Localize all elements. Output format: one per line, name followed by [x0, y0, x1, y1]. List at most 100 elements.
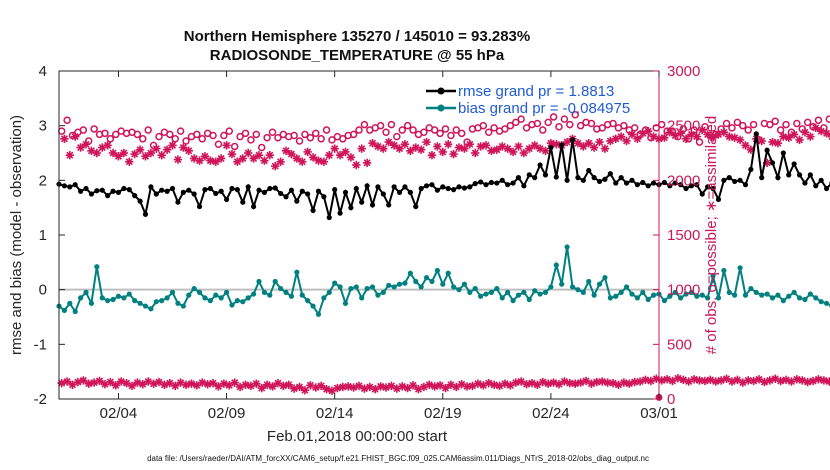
rmse-point	[807, 172, 813, 178]
bias-point	[532, 288, 538, 294]
obs-count-bottom-point	[257, 383, 266, 393]
obs-star-stroke	[228, 150, 236, 158]
bias-point	[142, 303, 149, 309]
rmse-point	[791, 161, 797, 167]
obs-possible-point	[247, 136, 255, 144]
obs-star-stroke	[585, 139, 593, 147]
bias-point	[791, 289, 797, 295]
bias-point	[753, 289, 759, 295]
rmse-point	[342, 189, 349, 195]
obs-assimilated-point	[784, 133, 793, 142]
obs-assimilated-point	[60, 134, 69, 143]
obs-assimilated-point	[616, 132, 626, 141]
rmse-point	[737, 177, 743, 183]
bias-point	[315, 311, 322, 317]
obs-star-stroke	[212, 158, 220, 166]
y-tick-label-left: 0	[39, 282, 47, 299]
obs-possible-point	[322, 126, 331, 134]
rmse-point	[748, 166, 754, 172]
obs-assimilated-point	[135, 145, 145, 154]
chart-title-line1: Northern Hemisphere 135270 / 145010 = 93…	[184, 28, 530, 45]
obs-star-stroke	[501, 380, 509, 388]
obs-star-stroke	[206, 157, 214, 165]
bias-point	[413, 278, 419, 285]
bias-point	[88, 300, 95, 306]
obs-star-stroke	[185, 147, 193, 155]
bias-point	[78, 295, 84, 301]
obs-assimilated-point	[476, 142, 485, 151]
obs-star-stroke	[644, 127, 652, 135]
rmse-point	[715, 196, 722, 203]
obs-star-stroke	[779, 133, 787, 141]
bias-point	[115, 293, 122, 299]
obs-possible-point	[679, 125, 688, 133]
bias-point	[613, 293, 619, 299]
obs-star-stroke	[774, 139, 782, 147]
rmse-point	[191, 191, 197, 197]
rmse-point	[391, 184, 397, 190]
obs-possible-point	[771, 117, 779, 126]
obs-star-stroke	[512, 379, 520, 387]
rmse-point	[337, 210, 343, 216]
obs-assimilated-point	[65, 150, 75, 160]
obs-possible-point	[430, 126, 439, 134]
obs-count-bottom-point	[630, 377, 639, 387]
obs-possible-point	[263, 133, 271, 142]
rmse-point	[678, 182, 684, 188]
bias-point	[478, 293, 484, 299]
bias-point	[494, 285, 500, 292]
bias-point	[99, 295, 105, 301]
rmse-point	[645, 183, 651, 189]
rmse-point	[499, 177, 505, 183]
obs-star-stroke	[250, 154, 258, 163]
rmse-point	[234, 187, 240, 193]
bias-point	[510, 298, 516, 304]
obs-star-stroke	[690, 375, 698, 383]
obs-star-stroke	[344, 382, 352, 390]
obs-possible-point	[452, 126, 461, 134]
obs-star-stroke	[244, 149, 252, 157]
obs-assimilated-point	[768, 137, 777, 147]
rmse-point	[332, 187, 338, 193]
obs-star-stroke	[458, 380, 466, 388]
obs-star-stroke	[217, 154, 225, 163]
bias-point	[456, 287, 462, 293]
rmse-point	[213, 190, 219, 197]
bias-point	[759, 292, 765, 298]
rmse-point	[148, 184, 154, 190]
bias-point	[191, 285, 197, 292]
obs-star-stroke	[687, 130, 695, 138]
bias-point	[688, 289, 695, 295]
obs-star-stroke	[387, 382, 395, 390]
bias-point	[294, 269, 300, 275]
obs-assimilated-point	[595, 137, 604, 147]
bias-point	[445, 270, 451, 276]
rmse-point	[67, 184, 73, 190]
bias-point	[483, 291, 489, 297]
rmse-point	[780, 150, 786, 156]
obs-assimilated-point	[422, 137, 431, 147]
rmse-point	[450, 187, 457, 193]
bias-point	[569, 284, 576, 290]
obs-star-stroke	[296, 383, 304, 391]
bias-point	[272, 278, 278, 285]
rmse-point	[94, 188, 100, 194]
obs-count-bottom-point	[641, 375, 650, 385]
bias-point	[472, 285, 478, 292]
obs-assimilated-point	[243, 148, 253, 158]
obs-star-stroke	[231, 379, 239, 387]
obs-possible-point	[176, 127, 185, 135]
obs-star-stroke	[379, 145, 387, 153]
obs-assimilated-point	[238, 154, 247, 163]
rmse-point	[396, 189, 403, 195]
obs-star-stroke	[77, 143, 85, 152]
rmse-point	[229, 185, 235, 192]
y-tick-label-right: 2500	[667, 118, 700, 135]
y-tick-label-right: 2000	[667, 172, 700, 189]
obs-star-stroke	[463, 382, 471, 390]
rmse-point	[305, 191, 311, 197]
obs-star-stroke	[731, 134, 739, 142]
bias-point	[429, 278, 435, 285]
x-axis-label: Feb.01,2018 00:00:00 start	[267, 428, 448, 445]
obs-assimilated-point	[400, 140, 410, 149]
